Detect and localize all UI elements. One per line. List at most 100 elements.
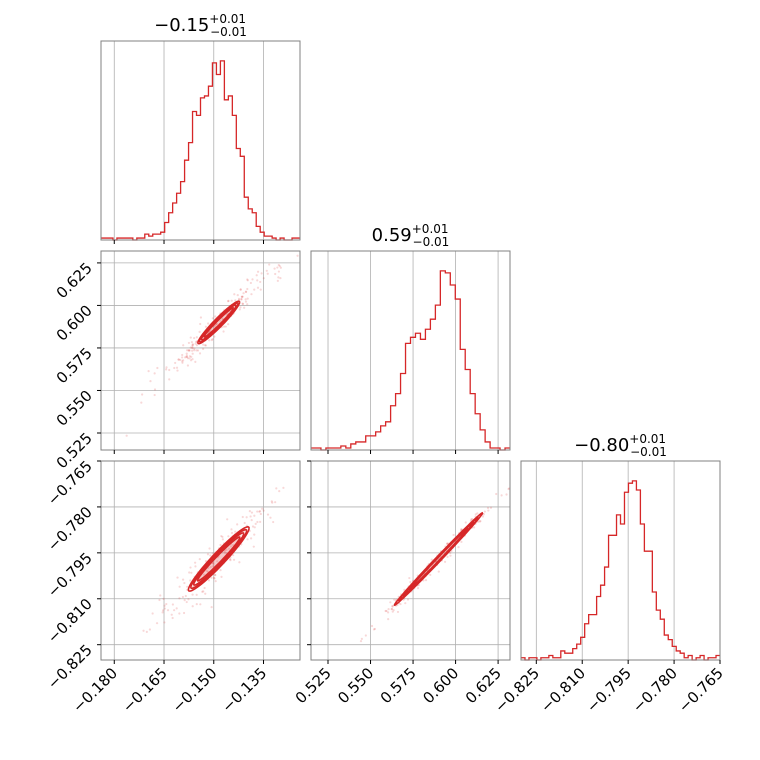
- scatter-point: [387, 608, 390, 611]
- scatter-point: [268, 263, 271, 266]
- scatter-point: [166, 609, 170, 612]
- scatter-point: [276, 266, 279, 269]
- scatter-point: [185, 352, 188, 355]
- scatter-point: [359, 640, 363, 643]
- scatter-point: [202, 343, 205, 346]
- scatter-point: [207, 579, 211, 582]
- scatter-point: [409, 580, 412, 584]
- scatter-point: [277, 270, 280, 273]
- scatter-point: [259, 512, 262, 516]
- scatter-point: [181, 578, 185, 581]
- scatter-point: [231, 544, 235, 547]
- scatter-point: [161, 611, 164, 614]
- panel-frame: [100, 40, 301, 241]
- scatter-point: [219, 569, 222, 572]
- scatter-point: [148, 628, 152, 631]
- scatter-point: [168, 378, 171, 381]
- scatter-point: [213, 335, 216, 338]
- frame-layer: [97, 40, 721, 664]
- contour-level-3: [393, 511, 484, 607]
- scatter-point: [220, 575, 223, 578]
- title-value: 0.59: [372, 225, 412, 246]
- scatter-point: [389, 601, 392, 604]
- x-tick-label: 0.575: [377, 664, 420, 707]
- scatter-point: [350, 190, 352, 192]
- scatter-point: [241, 302, 245, 306]
- contour-level-0: [196, 536, 241, 582]
- scatter-point: [191, 605, 194, 608]
- title-plus-error: +0.01: [412, 222, 449, 236]
- scatter-point: [125, 434, 128, 437]
- scatter-point: [193, 349, 196, 352]
- scatter-point: [278, 264, 281, 268]
- scatter-point: [163, 621, 166, 624]
- scatter-point: [181, 353, 184, 357]
- scatter-point: [207, 322, 210, 325]
- scatter-point: [198, 330, 201, 333]
- scatter-point: [206, 553, 210, 556]
- panel-frame: [100, 460, 301, 661]
- scatter-point: [452, 533, 455, 537]
- scatter-point: [187, 341, 191, 345]
- scatter-point: [370, 624, 374, 628]
- scatter-point: [250, 519, 253, 522]
- scatter-point: [211, 552, 214, 555]
- scatter-point: [147, 370, 150, 373]
- y-tick-label: −0.795: [44, 549, 96, 601]
- contour-level-3: [197, 300, 241, 345]
- scatter-point: [191, 352, 194, 355]
- scatter-point: [406, 598, 410, 601]
- scatter-point: [227, 323, 230, 326]
- scatter-point: [487, 509, 490, 512]
- scatter-point: [163, 604, 166, 607]
- scatter-point: [430, 558, 433, 561]
- scatter-point: [253, 288, 256, 291]
- scatter-point: [195, 593, 198, 596]
- scatter-point: [244, 300, 248, 303]
- scatter-point: [270, 500, 273, 503]
- scatter-point: [185, 600, 188, 604]
- scatter-point: [189, 346, 192, 349]
- scatter-point: [176, 576, 179, 579]
- scatter-point: [210, 576, 213, 579]
- scatter-point: [187, 598, 190, 601]
- scatter-point: [259, 510, 262, 513]
- scatter-point: [210, 606, 213, 609]
- scatter-point: [416, 587, 420, 590]
- scatter-point: [275, 487, 278, 490]
- scatter-point: [213, 325, 216, 328]
- scatter-point: [242, 292, 245, 295]
- scatter-point: [153, 388, 157, 391]
- scatter-point: [211, 561, 215, 565]
- scatter-point: [246, 297, 249, 300]
- panel-title-2: −0.80+0.01 −0.01: [574, 432, 667, 459]
- scatter-point: [258, 510, 261, 513]
- scatter-point: [199, 316, 203, 319]
- scatter-point: [253, 526, 256, 529]
- scatter-point: [187, 349, 190, 352]
- scatter-point: [201, 590, 204, 593]
- scatter-point: [214, 580, 217, 583]
- scatter-point: [191, 358, 194, 361]
- scatter-point: [373, 627, 377, 631]
- scatter-point: [279, 277, 282, 280]
- scatter-point: [203, 344, 207, 347]
- scatter-point: [155, 622, 159, 625]
- scatter-point: [189, 336, 192, 339]
- scatter-point: [186, 349, 189, 352]
- title-plus-error: +0.01: [209, 12, 246, 26]
- scatter-point: [391, 605, 394, 608]
- scatter-point: [250, 537, 253, 540]
- scatter-point: [227, 299, 230, 302]
- scatter-point: [241, 302, 244, 305]
- scatter-point: [181, 595, 185, 599]
- scatter-point: [482, 513, 485, 516]
- x-tick-label: −0.135: [218, 664, 270, 716]
- contour-level-3: [187, 526, 250, 592]
- scatter-point: [222, 330, 225, 333]
- scatter-point: [199, 603, 202, 606]
- scatter-point: [277, 276, 280, 279]
- pair-panel-1-2: [359, 482, 510, 643]
- scatter-point: [271, 501, 274, 504]
- scatter-point: [392, 608, 395, 612]
